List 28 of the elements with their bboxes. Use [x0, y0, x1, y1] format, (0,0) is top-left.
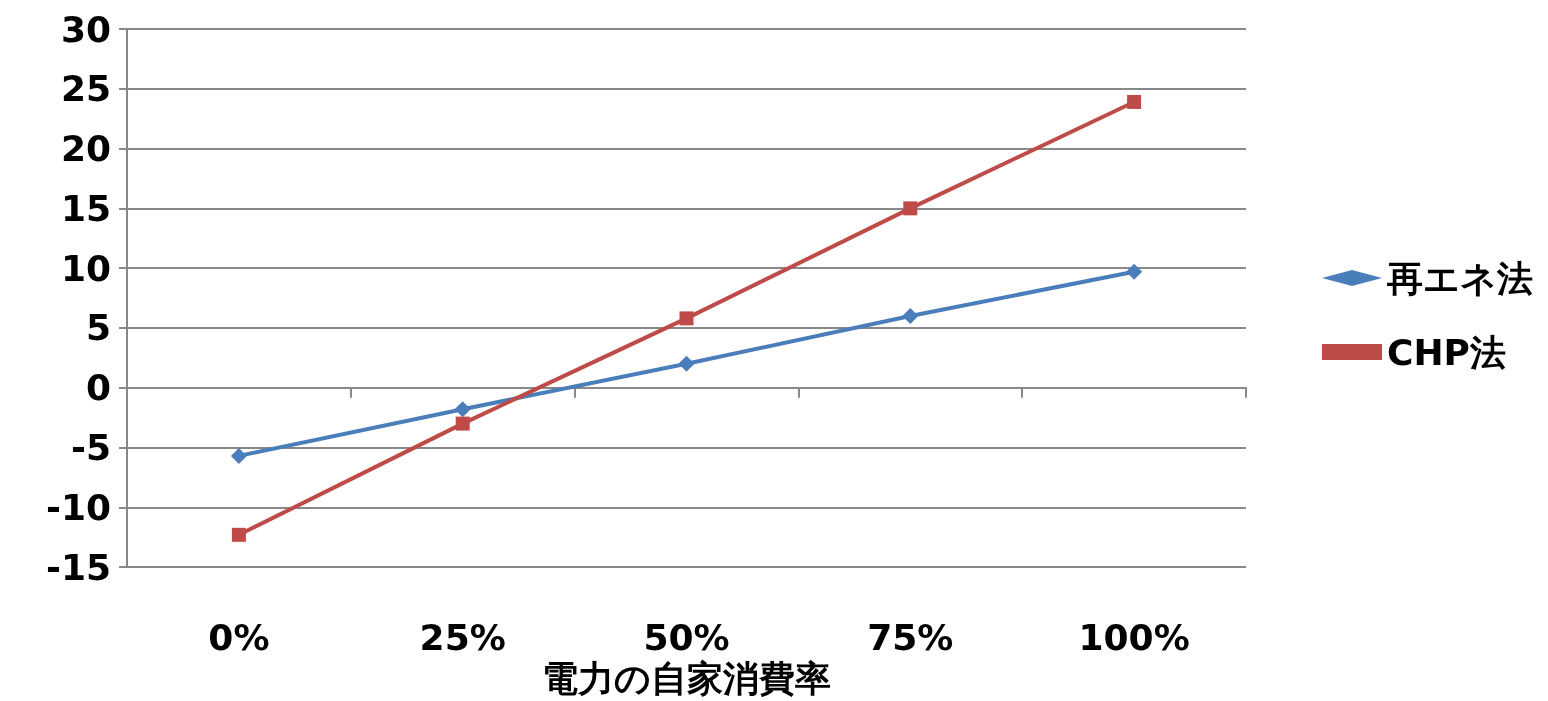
y-tick-label: -5	[71, 427, 111, 469]
y-tick-label: 30	[60, 8, 111, 50]
y-tick-label: 20	[60, 128, 111, 170]
y-tick-label: 25	[60, 68, 111, 110]
x-axis-title: 電力の自家消費率	[542, 657, 831, 699]
legend-label: CHP法	[1387, 331, 1506, 373]
x-tick-label: 75%	[867, 616, 954, 658]
point	[903, 201, 918, 216]
y-tick-label: 15	[60, 187, 111, 229]
point	[1127, 94, 1142, 109]
point	[231, 527, 246, 542]
legend-label: 再エネ法	[1386, 257, 1533, 299]
y-tick-label: -15	[45, 546, 111, 588]
point	[679, 311, 694, 326]
x-tick-label: 50%	[643, 616, 730, 658]
point	[1126, 263, 1143, 280]
point	[678, 355, 695, 372]
point	[455, 416, 470, 431]
y-tick-label: 10	[60, 247, 111, 289]
y-tick-label: 0	[85, 367, 111, 409]
y-tick-label: 5	[85, 307, 111, 349]
x-tick-label: 0%	[208, 616, 270, 658]
x-tick-label: 25%	[419, 616, 506, 658]
point	[230, 447, 247, 464]
point	[454, 401, 471, 418]
point	[902, 307, 919, 324]
x-tick-label: 100%	[1078, 616, 1190, 658]
y-tick-label: -10	[45, 486, 111, 528]
